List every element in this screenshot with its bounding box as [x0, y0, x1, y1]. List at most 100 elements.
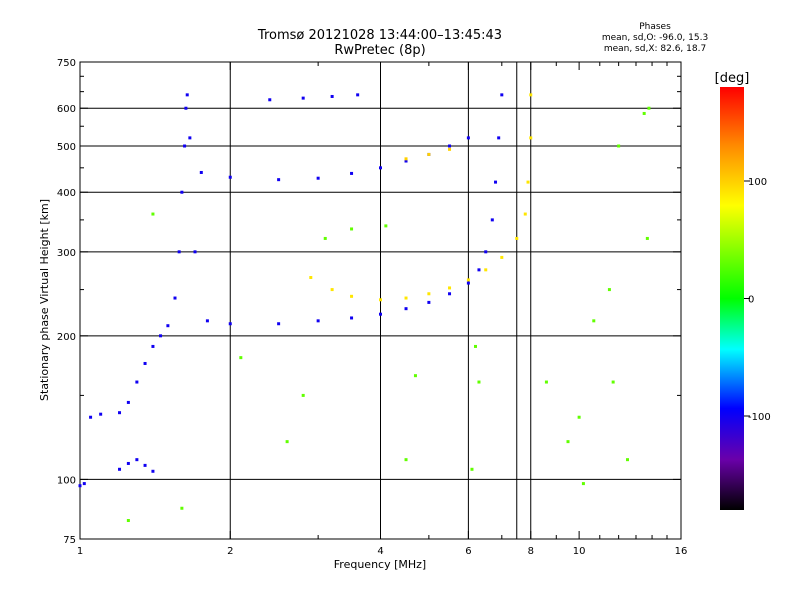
data-point — [448, 286, 452, 290]
grid-lines — [80, 62, 681, 539]
data-point — [330, 288, 334, 292]
y-tick-label: 500 — [57, 142, 76, 153]
data-point — [180, 190, 184, 194]
tick-labels: 1 2 4 6 8 10 16 75 100 200 300 400 500 600 750 — [57, 58, 687, 557]
data-point — [356, 93, 360, 97]
data-point — [490, 218, 494, 222]
y-axis-label: Stationary phase Virtual Height [km] — [38, 199, 51, 401]
data-point — [404, 157, 408, 161]
data-point — [309, 276, 313, 280]
data-point — [607, 288, 611, 292]
data-point — [177, 250, 181, 254]
data-point — [350, 316, 354, 320]
data-point — [173, 296, 177, 300]
data-point — [151, 344, 155, 348]
data-point — [323, 236, 327, 240]
y-tick-label: 75 — [63, 535, 76, 546]
stats-o-mode: mean, sd,O: -96.0, 15.3 — [601, 33, 709, 43]
colorbar-tick-label: 0 — [748, 295, 754, 306]
data-point — [228, 175, 232, 179]
data-point — [384, 224, 388, 228]
chart-title: Tromsø 20121028 13:44:00–13:45:43 RwPret… — [230, 28, 530, 58]
data-point — [78, 484, 82, 488]
data-point — [379, 312, 382, 316]
y-tick-label: 100 — [57, 475, 76, 486]
data-point — [199, 170, 203, 174]
stats-heading: Phases — [639, 22, 671, 32]
data-point — [350, 294, 354, 298]
colorbar — [720, 87, 744, 510]
data-point — [316, 176, 320, 180]
data-point — [404, 307, 408, 311]
data-point — [592, 319, 596, 323]
data-point — [285, 440, 289, 444]
data-point — [126, 400, 130, 404]
data-point — [494, 180, 498, 184]
title-line-1: Tromsø 20121028 13:44:00–13:45:43 — [257, 28, 503, 43]
phase-stats: Phases mean, sd,O: -96.0, 15.3 mean, sd,… — [580, 22, 730, 55]
data-point — [448, 144, 452, 148]
stats-x-mode: mean, sd,X: 82.6, 18.7 — [603, 44, 707, 54]
y-tick-label: 400 — [57, 188, 76, 199]
data-point — [277, 322, 281, 326]
data-point — [625, 458, 629, 462]
data-point — [581, 482, 585, 486]
data-point — [135, 380, 139, 384]
data-point — [645, 236, 649, 240]
data-point — [330, 94, 334, 98]
data-point — [427, 152, 431, 156]
y-tick-label: 300 — [57, 248, 76, 259]
data-point — [350, 227, 354, 231]
data-point — [118, 411, 122, 415]
data-point — [185, 93, 189, 97]
data-point — [188, 136, 192, 140]
data-point — [642, 111, 646, 115]
data-point — [515, 236, 519, 240]
title-line-2: RwPretec (8p) — [334, 43, 426, 58]
data-point — [529, 136, 533, 140]
axis-ticks — [79, 61, 682, 540]
data-point — [379, 298, 382, 302]
x-tick-label: 6 — [465, 546, 471, 557]
x-tick-label: 8 — [528, 546, 534, 557]
colorbar-ticks: 100 0 -100 — [744, 177, 771, 423]
data-point — [301, 96, 305, 100]
data-point — [89, 415, 93, 419]
x-tick-label: 16 — [675, 546, 688, 557]
data-point — [566, 440, 570, 444]
data-point — [166, 324, 170, 328]
y-tick-label: 200 — [57, 332, 76, 343]
x-axis-label: Frequency [MHz] — [334, 558, 426, 571]
data-point — [500, 255, 504, 259]
data-point — [497, 136, 501, 140]
x-tick-label: 10 — [573, 546, 586, 557]
data-point — [526, 180, 530, 184]
data-point — [473, 344, 477, 348]
y-tick-label: 600 — [57, 104, 76, 115]
data-point — [193, 250, 197, 254]
data-point — [448, 292, 452, 296]
data-point — [184, 106, 188, 110]
data-point — [529, 93, 533, 97]
data-point — [647, 106, 651, 110]
data-point — [180, 506, 184, 510]
data-point — [611, 380, 615, 384]
data-point — [404, 159, 408, 163]
data-point — [466, 136, 470, 140]
data-point — [151, 212, 155, 216]
data-point — [484, 268, 488, 272]
data-point — [466, 281, 470, 285]
data-point — [183, 144, 187, 148]
data-point — [617, 144, 621, 148]
x-tick-label: 1 — [77, 546, 83, 557]
data-point — [82, 482, 86, 486]
data-point — [350, 171, 354, 175]
data-point — [268, 98, 272, 102]
data-point — [239, 356, 243, 360]
data-point — [404, 296, 408, 300]
x-tick-label: 4 — [377, 546, 383, 557]
colorbar-tick-label: -100 — [748, 412, 771, 423]
data-point — [301, 393, 305, 397]
data-point — [143, 463, 147, 467]
